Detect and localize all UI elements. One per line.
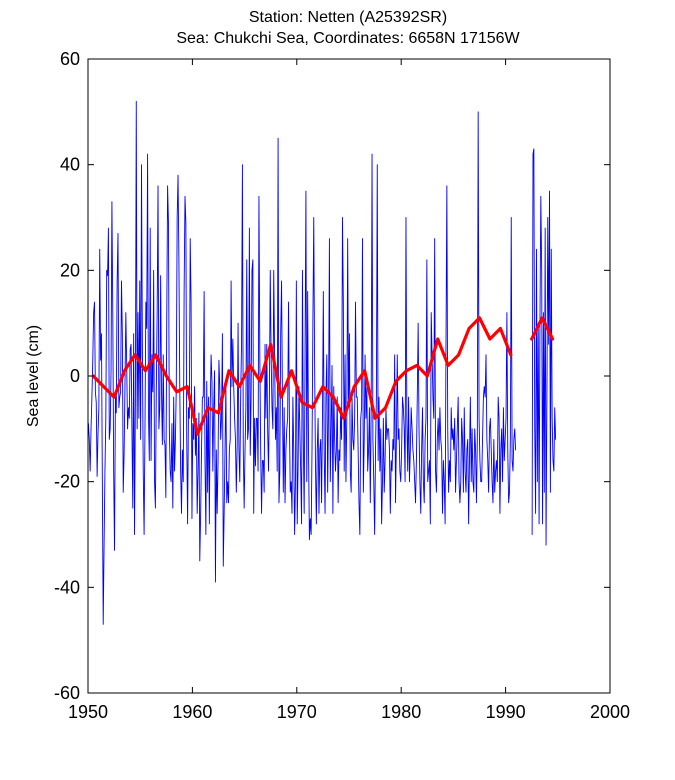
x-tick-label: 1950 — [68, 702, 108, 722]
x-tick-label: 1970 — [277, 702, 317, 722]
y-axis: -60 -40 -20 0 20 40 60 — [54, 49, 610, 703]
y-tick-label: 40 — [60, 155, 80, 175]
y-tick-label: 60 — [60, 49, 80, 69]
y-axis-label: Sea level (cm) — [25, 325, 42, 427]
x-tick-label: 1960 — [172, 702, 212, 722]
monthly-line-0 — [87, 100, 517, 625]
y-tick-label: -60 — [54, 683, 80, 703]
y-tick-label: -40 — [54, 577, 80, 597]
x-axis: 1950 1960 1970 1980 1990 2000 — [68, 59, 630, 722]
y-tick-label: 0 — [70, 366, 80, 386]
x-tick-label: 1980 — [381, 702, 421, 722]
y-tick-label: -20 — [54, 472, 80, 492]
y-tick-label: 20 — [60, 260, 80, 280]
annual-mean-series — [91, 316, 555, 436]
annual-mean-line-0 — [91, 316, 513, 436]
chart-title-line-1: Station: Netten (A25392SR) — [249, 9, 447, 26]
x-tick-label: 1990 — [486, 702, 526, 722]
x-tick-label: 2000 — [590, 702, 630, 722]
annual-mean-line-1 — [530, 316, 555, 341]
chart-title-line-2: Sea: Chukchi Sea, Coordinates: 6658N 171… — [176, 30, 520, 47]
